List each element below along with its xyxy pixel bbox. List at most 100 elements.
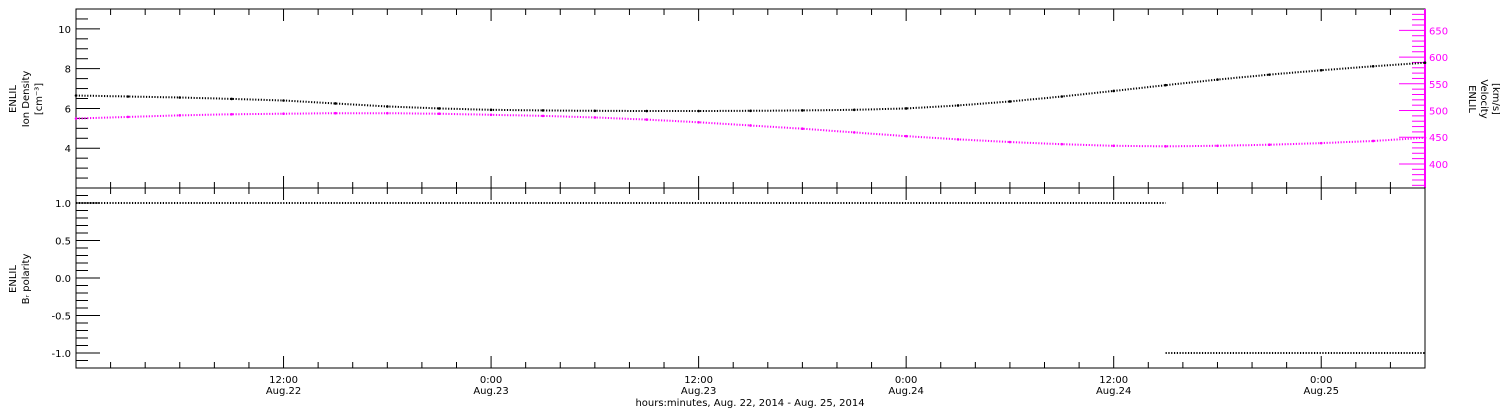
density-point: [593, 109, 597, 113]
time-tick-label: 12:00: [684, 375, 713, 386]
velocity-tick-label: 450: [1429, 133, 1448, 144]
density-point: [697, 109, 700, 113]
velocity-point: [956, 138, 960, 141]
time-axis: 12:00Aug.220:00Aug.2312:00Aug.230:00Aug.…: [110, 9, 1391, 397]
polarity-tick-label: -1.0: [51, 349, 71, 360]
density-point: [1060, 95, 1064, 98]
velocity-tick-label: 400: [1429, 160, 1448, 171]
density-point: [852, 108, 856, 112]
density-tick-label: 6: [65, 104, 71, 115]
polarity-tick-label: 0.5: [55, 237, 71, 248]
velocity-point: [645, 118, 649, 121]
velocity-point: [437, 112, 441, 116]
density-series-line: [75, 61, 1426, 112]
date-tick-label: Aug.22: [266, 386, 301, 397]
density-tick-label: 4: [65, 144, 71, 155]
density-point: [1268, 73, 1271, 76]
time-axis-title: hours:minutes, Aug. 22, 2014 - Aug. 25, …: [635, 398, 864, 409]
polarity-axis-label-line2: Bᵣ polarity: [21, 254, 32, 305]
velocity-point: [1216, 144, 1219, 148]
top-panel-frame: [75, 8, 1426, 189]
velocity-point: [1008, 140, 1012, 144]
density-tick-label: 10: [58, 25, 71, 36]
density-point: [1319, 68, 1323, 72]
velocity-point: [230, 112, 233, 116]
density-point: [282, 99, 285, 102]
velocity-tick-label: 650: [1429, 26, 1448, 37]
velocity-axis-label-line3: [km/s]: [1490, 83, 1500, 115]
date-tick-label: Aug.24: [888, 386, 923, 397]
velocity-point: [1268, 143, 1271, 147]
top-panel: 4 6 8 10 400 450 500 550 600 650 ENLIL Ion Densi…: [8, 8, 1500, 189]
velocity-point: [386, 111, 389, 115]
velocity-point: [904, 134, 908, 138]
velocity-point: [334, 111, 337, 115]
density-point: [489, 108, 493, 112]
polarity-tick-label: 0.0: [55, 274, 71, 285]
density-point: [437, 107, 441, 110]
density-point: [230, 97, 233, 101]
density-tick-label: 8: [65, 65, 71, 76]
velocity-point: [749, 124, 752, 127]
date-tick-label: Aug.24: [1096, 386, 1131, 397]
density-point: [1371, 64, 1375, 68]
velocity-axis-ticks: 400 450 500 550 600 650: [1399, 9, 1448, 188]
time-tick-label: 0:00: [895, 375, 917, 386]
density-point: [1008, 100, 1012, 103]
density-point: [1423, 61, 1427, 64]
velocity-tick-label: 600: [1429, 53, 1448, 64]
bottom-panel: -1.0 -0.5 0.0 0.5 1.0 ENLIL Bᵣ polarity: [8, 187, 1426, 369]
density-point: [801, 109, 804, 112]
velocity-point: [697, 120, 700, 124]
velocity-axis-label-line2: Velocity: [1478, 79, 1489, 118]
velocity-point: [541, 114, 545, 118]
density-point: [386, 105, 389, 108]
time-tick-label: 0:00: [1310, 375, 1332, 386]
date-tick-label: Aug.23: [681, 386, 716, 397]
density-point: [334, 102, 337, 105]
density-axis-label-line3: [cm⁻³]: [34, 83, 45, 115]
density-point: [1164, 83, 1167, 87]
velocity-point: [1164, 145, 1167, 148]
density-point: [749, 109, 752, 113]
density-axis-label-line1: ENLIL: [8, 85, 19, 113]
density-axis-ticks: 4 6 8 10: [58, 18, 100, 179]
time-tick-label: 12:00: [269, 375, 298, 386]
polarity-tick-label: 1.0: [55, 199, 71, 210]
velocity-point: [1423, 136, 1427, 140]
density-point: [904, 107, 908, 110]
density-point: [645, 109, 649, 113]
velocity-point: [74, 117, 78, 120]
time-tick-label: 0:00: [480, 375, 502, 386]
velocity-point: [489, 113, 493, 117]
date-tick-label: Aug.23: [473, 386, 508, 397]
density-point: [126, 95, 130, 98]
polarity-axis-label-line1: ENLIL: [8, 265, 19, 293]
density-point: [74, 94, 78, 97]
density-point: [956, 104, 960, 107]
density-point: [1216, 78, 1219, 81]
velocity-axis-label-line1: ENLIL: [1466, 85, 1477, 113]
density-point: [178, 96, 182, 99]
date-tick-label: Aug.25: [1304, 386, 1339, 397]
velocity-point: [1371, 139, 1375, 143]
time-tick-label: 12:00: [1099, 375, 1128, 386]
velocity-point: [852, 131, 856, 134]
velocity-tick-label: 500: [1429, 107, 1448, 118]
bottom-panel-frame: [75, 187, 1426, 369]
polarity-tick-label: -0.5: [51, 312, 71, 323]
bottom-series: [76, 202, 1425, 354]
velocity-point: [178, 114, 182, 117]
velocity-point: [126, 115, 130, 119]
velocity-point: [1319, 141, 1323, 145]
velocity-point: [282, 112, 285, 116]
velocity-point: [1060, 142, 1064, 146]
density-axis-label-line2: Ion Density: [21, 71, 32, 128]
velocity-point: [593, 116, 597, 119]
velocity-point: [801, 127, 804, 130]
velocity-tick-label: 550: [1429, 80, 1448, 91]
velocity-point: [1112, 144, 1115, 148]
density-point: [541, 109, 545, 112]
density-point: [1112, 89, 1115, 93]
